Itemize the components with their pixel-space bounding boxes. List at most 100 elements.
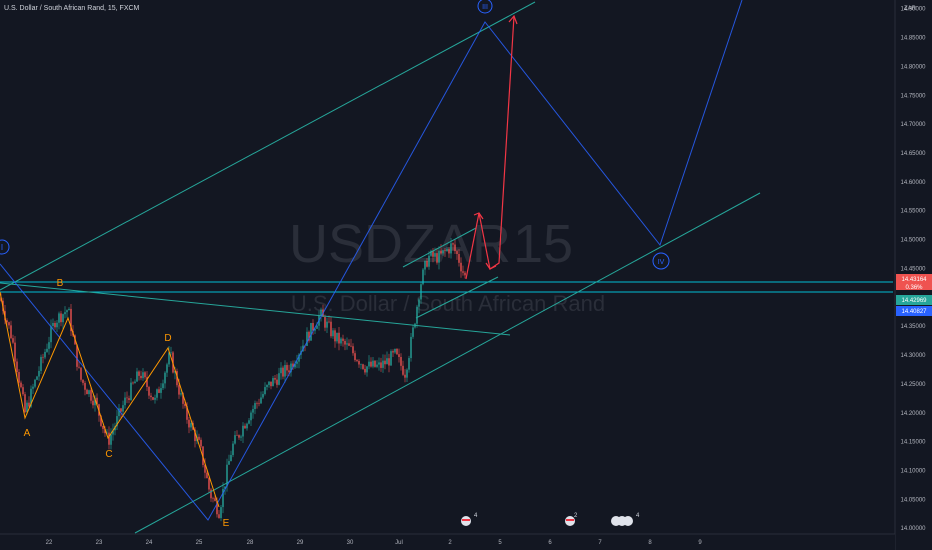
candle-body <box>324 316 326 328</box>
wave-label-i-text: I <box>1 243 3 252</box>
candle-body <box>312 323 314 331</box>
small-channel-upper[interactable] <box>402 227 477 268</box>
elliott-wave-path[interactable] <box>0 0 743 521</box>
price-tick-label: 14.30000 <box>900 353 926 359</box>
candle-body <box>30 388 32 407</box>
small-channel-lower[interactable] <box>415 276 499 319</box>
price-tick-label: 14.10000 <box>900 468 926 474</box>
candle-body <box>278 373 280 385</box>
price-tick-label: 14.80000 <box>900 64 926 70</box>
candle-body <box>360 364 362 365</box>
candle-body <box>108 432 110 445</box>
price-axis[interactable]: ZAR 14.90000 14.85000 14.80000 14.75000 14.7… <box>894 0 932 550</box>
candle-body <box>102 425 104 429</box>
candle-body <box>314 328 316 331</box>
candle-body <box>268 381 270 385</box>
candle-body <box>220 507 222 519</box>
watermark-description: U.S. Dollar / South African Rand <box>291 291 605 316</box>
candle-body <box>122 405 124 412</box>
candle-body <box>164 372 166 384</box>
trend-line-descending[interactable] <box>0 282 511 336</box>
abcde-zigzag-path[interactable] <box>0 291 220 508</box>
candle-body <box>46 348 48 352</box>
wave-label-iv[interactable]: IV <box>652 252 670 270</box>
candle-body <box>154 397 156 400</box>
time-tick-label: 6 <box>548 540 552 546</box>
candle-body <box>234 435 236 444</box>
candle-body <box>330 321 332 337</box>
abc-label-c[interactable]: C <box>105 449 112 460</box>
candle-body <box>460 262 462 272</box>
candle-body <box>286 365 288 371</box>
candle-body <box>150 395 152 398</box>
candle-body <box>432 250 434 257</box>
candle-body <box>248 420 250 424</box>
candle-body <box>416 306 418 324</box>
candle-body <box>76 344 78 367</box>
candle-body <box>228 461 230 465</box>
price-tick-label: 14.55000 <box>900 209 926 215</box>
candle-body <box>206 472 208 479</box>
candle-body <box>26 402 28 413</box>
candle-body <box>230 455 232 462</box>
candle-body <box>110 434 112 445</box>
candle-body <box>370 361 372 367</box>
candle-body <box>44 351 46 358</box>
candle-body <box>140 375 142 379</box>
projection-arrowhead-top <box>508 14 518 25</box>
candle-body <box>340 338 342 344</box>
candle-body <box>8 322 10 326</box>
candle-body <box>242 425 244 437</box>
candle-body <box>310 323 312 341</box>
candle-body <box>292 363 294 368</box>
candle-body <box>24 394 26 413</box>
candle-body <box>162 383 164 389</box>
candle-body <box>54 322 56 328</box>
abc-label-e[interactable]: E <box>223 518 230 529</box>
event-marker-1[interactable]: 4 <box>461 513 478 526</box>
price-tick-label: 14.00000 <box>900 526 926 532</box>
event-marker-2[interactable]: 2 <box>565 513 578 526</box>
time-tick-label: 23 <box>96 540 103 546</box>
candle-body <box>306 331 308 346</box>
price-tick-label: 14.90000 <box>900 7 926 13</box>
symbol-title: U.S. Dollar / South African Rand, 15, FX… <box>4 5 140 12</box>
candle-body <box>216 500 218 515</box>
abc-label-d[interactable]: D <box>164 333 171 344</box>
candle-body <box>62 314 64 323</box>
projection-arrowhead-small <box>473 212 484 220</box>
candle-body <box>342 338 344 341</box>
candle-body <box>354 353 356 361</box>
candle-body <box>166 364 168 373</box>
candle-body <box>348 343 350 346</box>
channel-upper-line[interactable] <box>0 1 536 291</box>
candle-body <box>266 384 268 388</box>
wave-label-i[interactable]: I <box>0 239 10 255</box>
candle-body <box>204 464 206 473</box>
candle-body <box>434 253 436 257</box>
time-axis[interactable]: 22 23 24 25 28 29 30 Jul 2 5 6 7 8 9 <box>0 533 895 550</box>
wave-label-iii[interactable]: III <box>477 0 493 14</box>
candle-body <box>294 363 296 368</box>
channel-lower-line[interactable] <box>134 192 761 534</box>
candle-body <box>352 346 354 354</box>
candle-body <box>382 360 384 368</box>
candle-body <box>328 321 330 323</box>
candle-body <box>118 408 120 417</box>
abc-label-b[interactable]: B <box>57 278 64 289</box>
candle-body <box>282 367 284 377</box>
candle-body <box>10 325 12 339</box>
candle-body <box>320 309 322 316</box>
candle-body <box>42 356 44 358</box>
price-tick-label: 14.35000 <box>900 324 926 330</box>
abc-label-a[interactable]: A <box>24 428 31 439</box>
projection-arrowhead-mid <box>485 262 497 270</box>
candle-body <box>444 250 446 251</box>
event-marker-3[interactable]: 4 <box>611 513 640 526</box>
price-tick-label: 14.50000 <box>900 238 926 244</box>
candle-body <box>146 377 148 388</box>
candle-body <box>246 423 248 429</box>
candle-body <box>446 249 448 251</box>
